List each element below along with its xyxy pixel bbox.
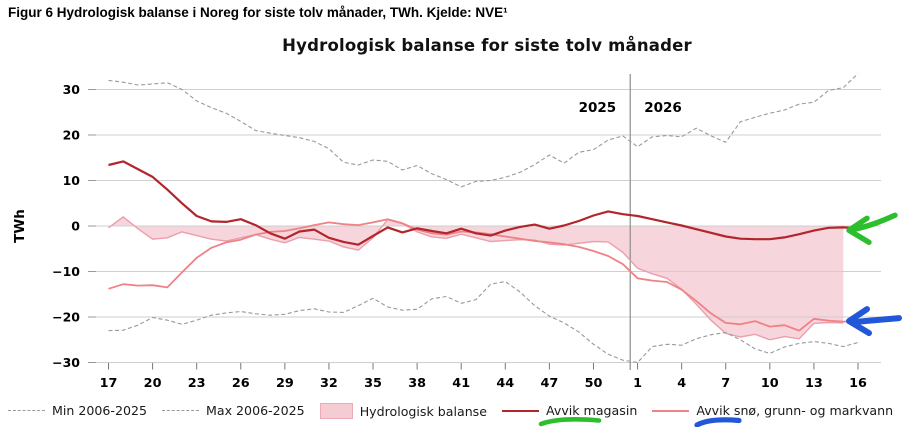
y-tick-label: 10: [63, 173, 81, 188]
legend-item-balanse: Hydrologisk balanse: [319, 400, 487, 419]
x-tick-label: 44: [496, 376, 514, 391]
legend-label: Min 2006-2025: [52, 403, 147, 418]
x-tick-label: 4: [677, 376, 686, 391]
x-tick-label: 50: [585, 376, 603, 391]
x-tick-label: 13: [805, 376, 823, 391]
x-tick-label: 10: [761, 376, 779, 391]
x-tick-label: 41: [452, 376, 470, 391]
x-tick-label: 1: [633, 376, 642, 391]
hydrologisk-balanse-area: [108, 216, 844, 340]
y-tick-label: −30: [52, 355, 80, 370]
sno-line-swatch-icon: [652, 409, 690, 412]
magasin-line-swatch-icon: [501, 409, 539, 412]
avvik-sno-line: [108, 218, 859, 332]
area-swatch-icon: [319, 403, 353, 419]
x-tick-label: 29: [276, 376, 294, 391]
chart-legend: Min 2006-2025 Max 2006-2025 Hydrologisk …: [8, 400, 894, 427]
legend-label: Avvik snø, grunn- og markvann: [696, 403, 894, 418]
max-line-swatch-icon: [162, 410, 199, 411]
y-tick-label: −20: [52, 310, 80, 325]
legend-item-min: Min 2006-2025: [8, 400, 147, 418]
legend-item-magasin: Avvik magasin: [501, 400, 638, 427]
legend-item-max: Max 2006-2025: [162, 400, 305, 418]
y-axis-label: TWh: [12, 209, 28, 243]
x-tick-label: 16: [849, 376, 867, 391]
max-line: [108, 73, 859, 188]
legend-label: Hydrologisk balanse: [359, 403, 487, 419]
x-tick-label: 26: [232, 376, 250, 391]
x-tick-label: 35: [364, 376, 382, 391]
legend-label: Avvik magasin: [545, 403, 638, 418]
x-tick-label: 23: [188, 376, 206, 391]
x-tick-label: 38: [408, 376, 426, 391]
legend-item-sno: Avvik snø, grunn- og markvann: [652, 400, 894, 427]
x-tick-label: 32: [320, 376, 338, 391]
x-tick-label: 47: [540, 376, 558, 391]
green-arrow-annotation: [846, 212, 898, 245]
y-tick-label: 20: [63, 128, 81, 143]
blue-arrow-annotation: [846, 306, 902, 337]
legend-label: Max 2006-2025: [206, 403, 305, 418]
hydrologisk-balanse-edge: [108, 216, 844, 341]
figure-caption: Figur 6 Hydrologisk balanse i Noreg for …: [8, 5, 508, 20]
year-label-2026: 2026: [644, 100, 682, 116]
chart-title: Hydrologisk balanse for siste tolv månad…: [282, 36, 692, 55]
min-line-swatch-icon: [8, 410, 45, 411]
y-tick-label: −10: [52, 264, 80, 279]
y-tick-label: 30: [63, 82, 81, 97]
y-tick-label: 0: [71, 219, 80, 234]
year-label-2025: 2025: [579, 100, 617, 116]
x-tick-label: 17: [100, 376, 118, 391]
avvik-magasin-line: [108, 160, 859, 246]
x-tick-label: 7: [721, 376, 730, 391]
x-tick-label: 20: [144, 376, 162, 391]
